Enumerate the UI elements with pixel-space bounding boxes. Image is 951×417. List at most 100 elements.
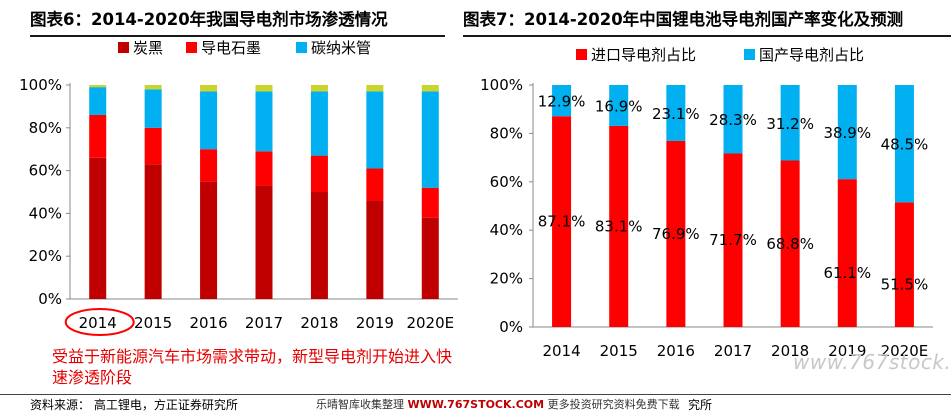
right-data-label-domestic: 38.9% [823,124,871,142]
left-bar-other-2017 [255,85,273,92]
right-bar-series1-2014 [552,85,572,117]
right-data-label-import: 51.5% [881,276,929,294]
right-data-label-import: 61.1% [823,264,871,282]
left-bar-series2-2015 [144,89,162,128]
left-bar-series0-2017 [255,185,273,299]
right-y-tick-label: 40% [490,221,523,239]
right-bar-series0-2017 [723,153,743,327]
right-data-label-import: 71.7% [709,231,757,249]
right-x-tick-label: 2017 [714,342,752,360]
right-x-tick-label: 2014 [542,342,580,360]
left-y-tick-label: 40% [29,204,62,222]
left-x-tick-label: 2020E [406,314,454,332]
right-data-label-domestic: 48.5% [881,136,929,154]
left-y-tick-label: 60% [29,162,62,180]
right-data-label-import: 68.8% [766,235,814,253]
right-chart-title: 图表7：2014-2020年中国锂电池导电剂国产率变化及预测 [463,10,904,29]
right-bar-series0-2019 [837,179,857,327]
right-y-tick-label: 20% [490,270,523,288]
right-legend-label: 进口导电剂占比 [591,46,696,64]
left-bar-series0-2016 [200,181,218,299]
right-data-label-domestic: 28.3% [709,111,757,129]
right-x-tick-label: 2018 [771,342,809,360]
left-chart-title: 图表6：2014-2020年我国导电剂市场渗透情况 [30,10,388,29]
right-bar-series0-2015 [609,125,629,327]
right-data-label-domestic: 12.9% [538,93,586,111]
footer-rule [0,394,951,395]
left-y-tick-label: 100% [19,76,62,94]
left-bar-series1-2017 [255,151,273,186]
right-y-tick-label: 80% [490,124,523,142]
right-bar-series1-2020E [894,85,914,203]
left-bar-series0-2018 [310,192,328,299]
left-bar-series1-2018 [310,155,328,192]
right-bar-series1-2016 [666,85,686,141]
right-data-label-import: 87.1% [538,213,586,231]
right-bar-series1-2017 [723,85,743,154]
left-legend-label: 碳纳米管 [311,39,371,57]
left-bar-other-2014 [89,85,107,88]
right-legend-swatch [744,49,755,60]
right-x-tick-label: 2019 [828,342,866,360]
left-bar-series2-2014 [89,87,107,115]
left-legend-label: 炭黑 [133,39,163,57]
left-bar-series1-2020E [421,187,439,218]
left-bar-other-2015 [144,85,162,90]
right-y-tick-label: 0% [499,318,523,336]
left-bar-other-2018 [310,85,328,92]
left-bar-other-2019 [366,85,384,92]
watermark-url[interactable]: WWW.767STOCK.COM [407,398,545,411]
right-data-label-import: 83.1% [595,217,643,235]
right-bar-series1-2018 [780,85,800,161]
annotation-text: 受益于新能源汽车市场需求带动，新型导电剂开始进入快速渗透阶段 [52,347,453,387]
left-bar-series2-2017 [255,91,273,152]
left-bar-series0-2020E [421,217,439,299]
right-bar-series0-2018 [780,160,800,327]
right-legend-swatch [576,49,587,60]
left-bar-series2-2020E [421,91,439,188]
footer-watermark: 乐晴智库收集整理 WWW.767STOCK.COM 更多投资研究资料免费下载 [316,396,680,412]
left-bar-series0-2019 [366,200,384,299]
watermark-prefix: 乐晴智库收集整理 [316,398,404,411]
right-title-rule [463,35,951,37]
watermark-suffix: 更多投资研究资料免费下载 [547,398,680,411]
right-bar-series0-2016 [666,140,686,327]
left-bar-series0-2014 [89,157,107,299]
left-bar-series2-2018 [310,91,328,156]
left-highlight-circle [64,308,135,336]
left-bar-series0-2015 [144,164,162,299]
left-x-tick-label: 2015 [134,314,172,332]
left-bar-series1-2014 [89,114,107,158]
left-y-tick-label: 80% [29,119,62,137]
right-bar-series1-2019 [837,85,857,180]
left-bar-series2-2016 [200,91,218,150]
footer-source: 资料来源： 高工锂电，方正证券研究所 [30,398,238,412]
right-legend-label: 国产导电剂占比 [759,46,864,64]
left-bar-series2-2019 [366,91,384,169]
left-x-tick-label: 2019 [356,314,394,332]
left-legend-swatch [118,42,129,53]
left-bar-other-2016 [200,85,218,92]
left-bar-series1-2019 [366,168,384,201]
right-x-tick-label: 2015 [600,342,638,360]
left-title-rule [30,35,445,37]
right-x-tick-label: 2016 [657,342,695,360]
right-y-tick-label: 60% [490,173,523,191]
left-y-tick-label: 0% [38,290,62,308]
right-x-tick-label: 2020E [881,342,929,360]
left-x-tick-label: 2014 [79,314,117,332]
left-x-tick-label: 2018 [300,314,338,332]
right-data-label-domestic: 16.9% [595,97,643,115]
right-bar-series0-2014 [552,116,572,327]
right-data-label-domestic: 31.2% [766,115,814,133]
right-bar-series1-2015 [609,85,629,126]
left-bar-series1-2015 [144,127,162,165]
footer-tail: 究所 [688,398,713,412]
right-data-label-domestic: 23.1% [652,105,700,123]
right-data-label-import: 76.9% [652,225,700,243]
right-bar-series0-2020E [894,202,914,327]
left-x-tick-label: 2017 [245,314,283,332]
left-legend-label: 导电石墨 [201,39,261,57]
left-x-tick-label: 2016 [189,314,227,332]
